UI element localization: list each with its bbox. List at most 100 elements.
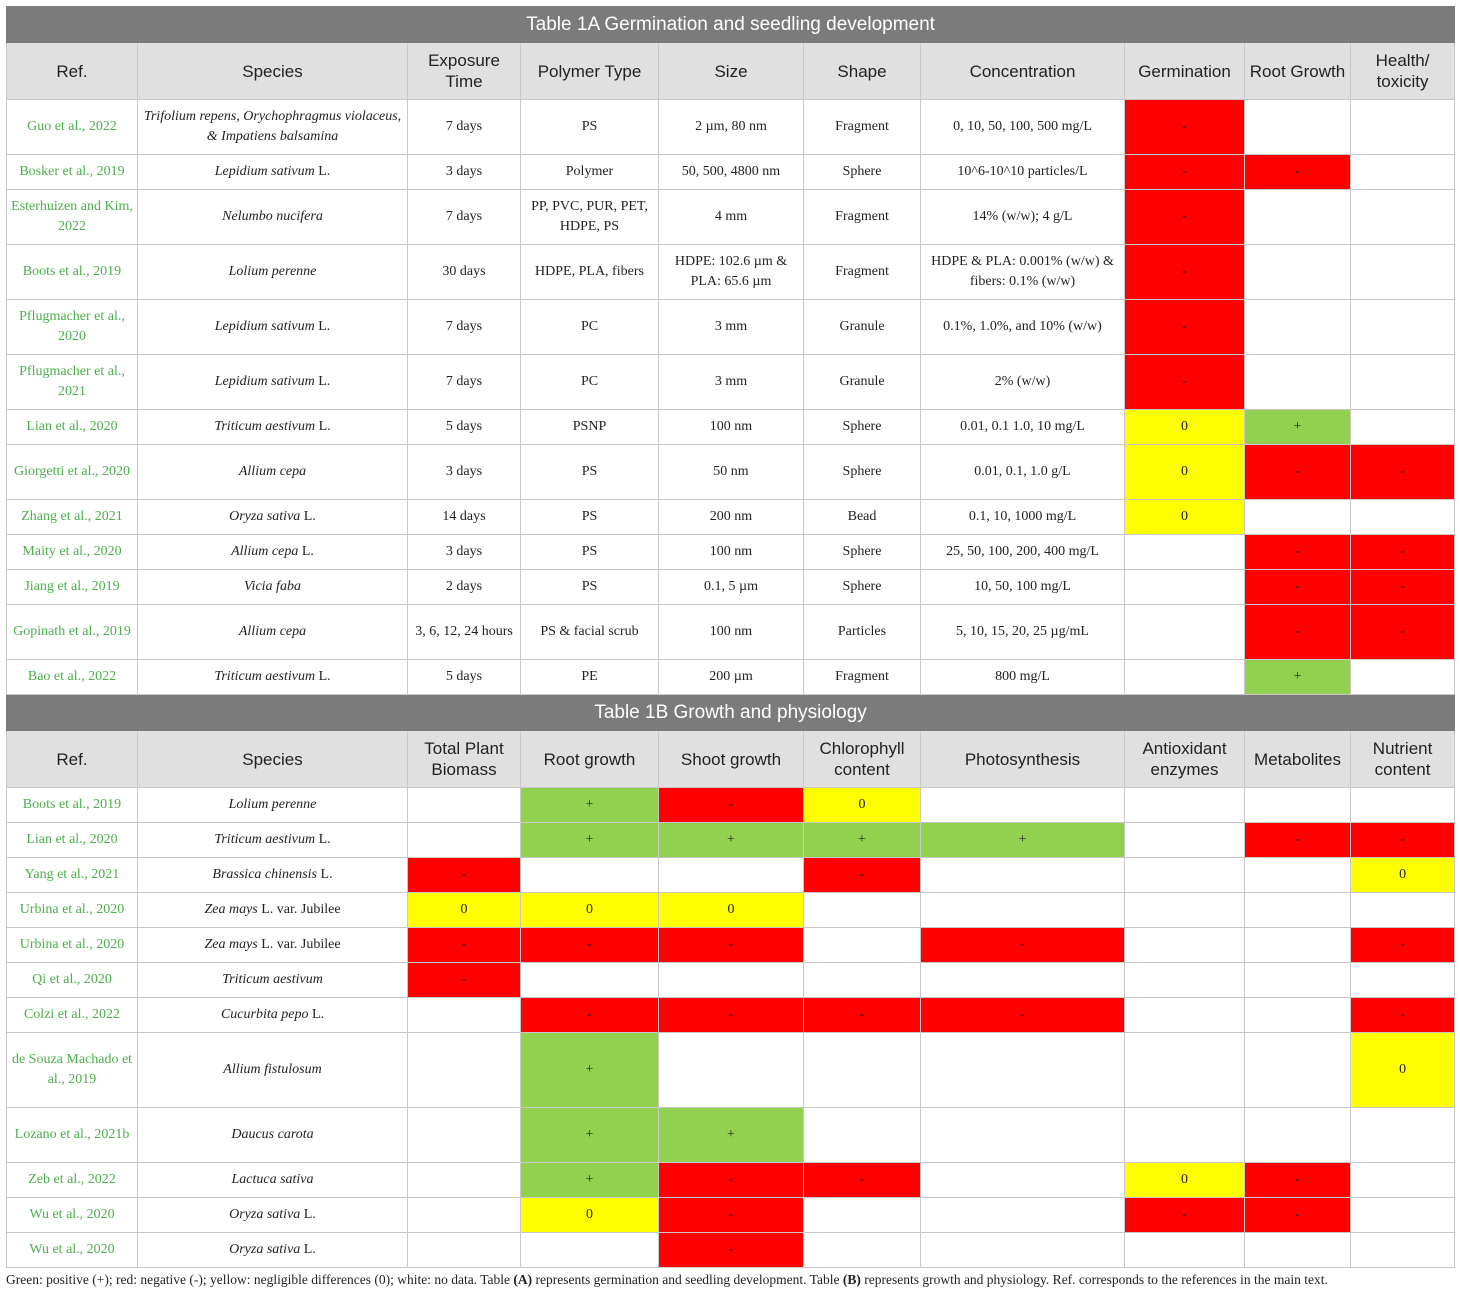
concentration-cell: 0.1%, 1.0%, and 10% (w/w) (920, 299, 1125, 355)
shape-cell: Bead (803, 499, 921, 535)
species-name: Lepidium sativum (214, 374, 315, 389)
effect-cell: - (920, 927, 1125, 963)
effect-cell: + (520, 787, 659, 823)
table-1b: Table 1B Growth and physiology Ref. Speci… (5, 694, 1456, 1268)
reference-cell: Wu et al., 2020 (6, 1197, 138, 1233)
effect-cell: + (803, 822, 921, 858)
polymer-type-cell: PE (520, 659, 659, 695)
exposure-time-cell: 7 days (407, 354, 521, 410)
effect-cell (1124, 997, 1245, 1033)
reference-cell: Lozano et al., 2021b (6, 1107, 138, 1163)
species-name: Allium cepa (238, 464, 307, 479)
concentration-cell: 10, 50, 100 mg/L (920, 569, 1125, 605)
polymer-type-cell: Polymer (520, 154, 659, 190)
effect-cell (1244, 787, 1351, 823)
size-cell: 100 nm (658, 409, 804, 445)
species-name: Lepidium sativum (214, 319, 315, 334)
table-row: Zeb et al., 2022 Lactuca sativa + - -0- (6, 1162, 1456, 1198)
species-suffix: L. (314, 164, 331, 179)
effect-cell: - (803, 1162, 921, 1198)
concentration-cell: HDPE & PLA: 0.001% (w/w) & fibers: 0.1% … (920, 244, 1125, 300)
effect-cell: - (658, 997, 804, 1033)
table-row: Gopinath et al., 2019 Allium cepa 3, 6, 12… (6, 604, 1456, 660)
effect-cell: - (1124, 299, 1245, 355)
exposure-time-cell: 3 days (407, 534, 521, 570)
table-row: Boots et al., 2019 Lolium perenne 30 days H… (6, 244, 1456, 300)
shape-cell: Fragment (803, 189, 921, 245)
species-name: Lactuca sativa (231, 1172, 314, 1187)
column-header: Concentration (920, 42, 1125, 100)
effect-cell (1349, 1162, 1456, 1198)
species-cell: Zea mays L. var. Jubilee (137, 892, 408, 928)
size-cell: 4 mm (658, 189, 804, 245)
effect-cell (658, 1032, 804, 1108)
species-cell: Brassica chinensis L. (137, 857, 408, 893)
exposure-time-cell: 14 days (407, 499, 521, 535)
effect-cell: - (1349, 927, 1456, 963)
footnote-text-3: represents growth and physiology. Ref. c… (860, 1272, 1328, 1287)
effect-cell: + (1244, 409, 1351, 445)
reference-cell: Urbina et al., 2020 (6, 927, 138, 963)
species-suffix: L. (315, 669, 331, 684)
footnote-label-a: (A) (513, 1272, 533, 1287)
reference-cell: Colzi et al., 2022 (6, 997, 138, 1033)
species-name: Triticum aestivum (214, 419, 316, 434)
species-suffix: L. (300, 1242, 316, 1257)
effect-cell (1124, 927, 1245, 963)
column-header: Polymer Type (520, 42, 659, 100)
shape-cell: Sphere (803, 534, 921, 570)
table-row: Maity et al., 2020 Allium cepa L. 3 days PS… (6, 534, 1456, 570)
species-suffix: L. (308, 1007, 325, 1022)
species-cell: Allium cepa (137, 444, 408, 500)
effect-cell (407, 1197, 521, 1233)
size-cell: 200 nm (658, 499, 804, 535)
effect-cell: - (1349, 534, 1456, 570)
effect-cell (1124, 787, 1245, 823)
exposure-time-cell: 5 days (407, 409, 521, 445)
reference-cell: Guo et al., 2022 (6, 99, 138, 155)
effect-cell: - (1124, 354, 1245, 410)
effect-cell (407, 1107, 521, 1163)
species-cell: Triticum aestivum L. (137, 409, 408, 445)
species-name: Brassica chinensis (212, 867, 318, 882)
species-suffix: L. var. Jubilee (257, 902, 341, 917)
concentration-cell: 25, 50, 100, 200, 400 mg/L (920, 534, 1125, 570)
size-cell: 100 nm (658, 534, 804, 570)
size-cell: 100 nm (658, 604, 804, 660)
polymer-type-cell: PS (520, 99, 659, 155)
concentration-cell: 2% (w/w) (920, 354, 1125, 410)
effect-cell: - (1124, 244, 1245, 300)
reference-cell: Wu et al., 2020 (6, 1232, 138, 1268)
reference-cell: Boots et al., 2019 (6, 244, 138, 300)
polymer-type-cell: PSNP (520, 409, 659, 445)
reference-cell: Lian et al., 2020 (6, 822, 138, 858)
effect-cell (407, 1232, 521, 1268)
effect-cell: - (920, 997, 1125, 1033)
reference-cell: Pflugmacher et al., 2020 (6, 299, 138, 355)
concentration-cell: 0.01, 0.1, 1.0 g/L (920, 444, 1125, 500)
concentration-cell: 0, 10, 50, 100, 500 mg/L (920, 99, 1125, 155)
size-cell: 2 µm, 80 nm (658, 99, 804, 155)
species-name: Nelumbo nucifera (222, 209, 323, 224)
effect-cell (1124, 892, 1245, 928)
species-cell: Allium cepa L. (137, 534, 408, 570)
table-row: Esterhuizen and Kim, 2022 Nelumbo nucifer… (6, 189, 1456, 245)
size-cell: 50 nm (658, 444, 804, 500)
effect-cell: 0 (1124, 499, 1245, 535)
effect-cell: + (520, 822, 659, 858)
effect-cell (920, 1232, 1125, 1268)
size-cell: 0.1, 5 µm (658, 569, 804, 605)
effect-cell (407, 1162, 521, 1198)
table-row: Pflugmacher et al., 2020 Lepidium sativum… (6, 299, 1456, 355)
footnote-text-1: Green: positive (+); red: negative (-); … (6, 1272, 514, 1287)
species-suffix: L. (300, 509, 316, 524)
table-row: Giorgetti et al., 2020 Allium cepa 3 days P… (6, 444, 1456, 500)
effect-cell (1349, 1197, 1456, 1233)
effect-cell (920, 857, 1125, 893)
polymer-type-cell: PS (520, 534, 659, 570)
effect-cell (1124, 857, 1245, 893)
species-cell: Lepidium sativum L. (137, 354, 408, 410)
reference-cell: Lian et al., 2020 (6, 409, 138, 445)
column-header: Ref. (6, 730, 138, 788)
species-name: Oryza sativa (229, 509, 301, 524)
